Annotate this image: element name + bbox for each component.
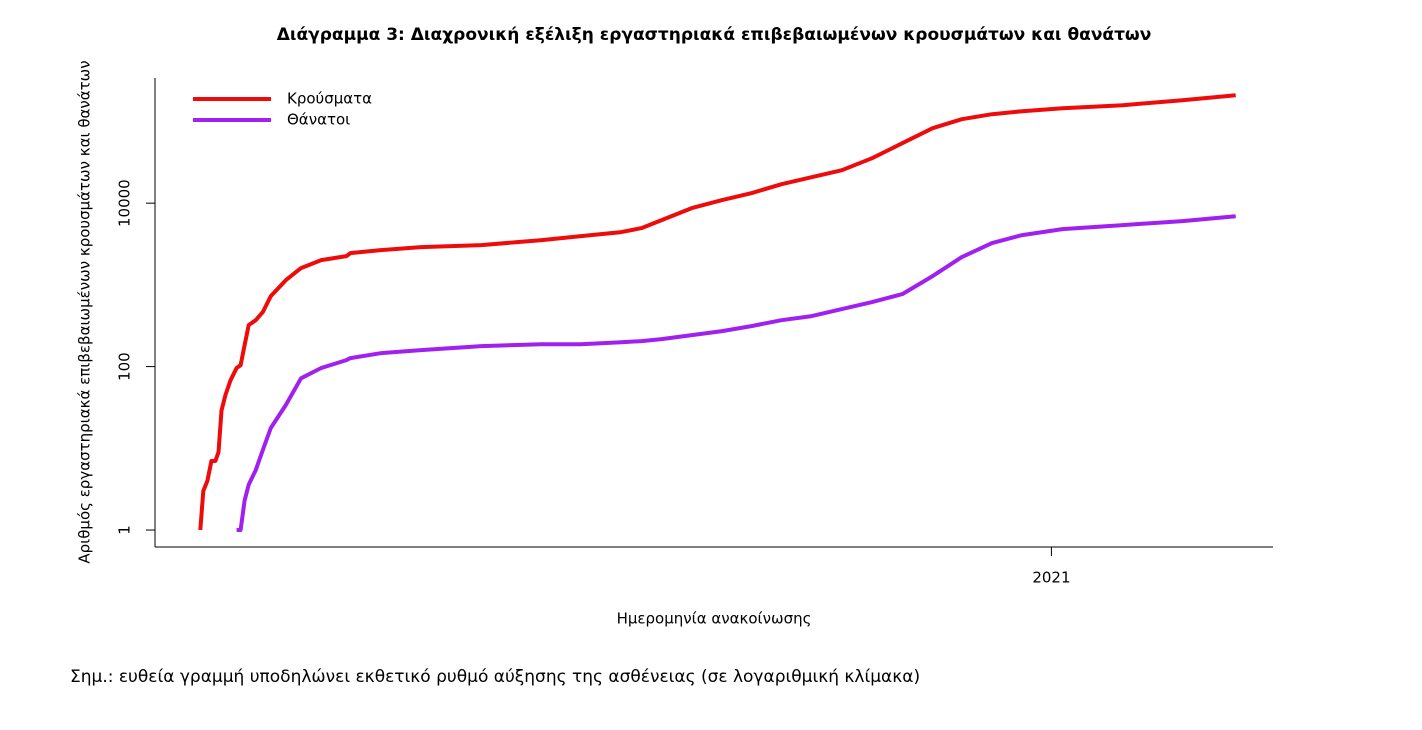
y-tick-label: 10000 [116, 179, 134, 227]
y-tick-label: 1 [116, 525, 134, 535]
series-line [198, 93, 1236, 531]
x-tick-label: 2021 [1032, 569, 1070, 587]
y-axis-label: Αριθμός εργαστηριακά επιβεβαιωμένων κρου… [76, 60, 94, 563]
y-tick-label: 100 [116, 352, 134, 381]
series-line [236, 214, 1236, 532]
legend-label: Κρούσματα [287, 90, 372, 108]
x-axis-label: Ημερομηνία ανακοίνωσης [617, 610, 812, 628]
legend-label: Θάνατοι [287, 111, 350, 129]
chart-title: Διάγραμμα 3: Διαχρονική εξέλιξη εργαστηρ… [277, 25, 1152, 45]
note: Σημ.: ευθεία γραμμή υποδηλώνει εκθετικό … [70, 667, 920, 687]
